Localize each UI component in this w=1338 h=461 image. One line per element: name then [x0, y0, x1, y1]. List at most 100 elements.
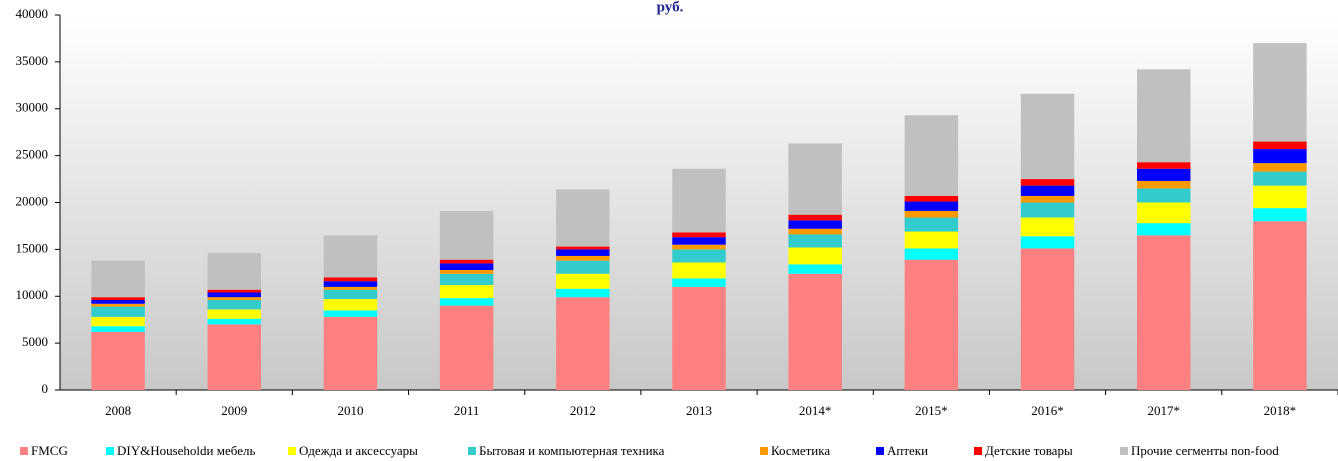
bar-segment [207, 297, 261, 300]
bar-segment [439, 298, 494, 306]
legend-swatch [974, 447, 982, 455]
bar-segment [91, 303, 145, 307]
bar-segment [207, 300, 261, 310]
x-tick-label: 2015* [915, 403, 948, 418]
bar-segment [1020, 93, 1075, 180]
bar-segment [1137, 223, 1191, 236]
bar-segment [1137, 69, 1191, 163]
bar-segment [1137, 162, 1191, 169]
bar-segment [323, 281, 378, 287]
bar-segment [91, 260, 145, 298]
bar-segment [1020, 202, 1075, 218]
legend-swatch [468, 447, 476, 455]
bar-segment [207, 318, 261, 325]
bar-segment [207, 292, 261, 298]
legend-swatch [1120, 447, 1128, 455]
bar-segment [439, 263, 494, 270]
bar-segment [788, 264, 842, 274]
bar-segment [439, 305, 494, 390]
legend-swatch [876, 447, 884, 455]
bar-segment [1020, 185, 1075, 196]
bar-segment [1020, 195, 1075, 203]
legend-swatch [288, 447, 296, 455]
bar-segment [439, 210, 494, 260]
bar-segment [672, 249, 726, 263]
bar-segment [556, 260, 610, 274]
bar-segment [788, 143, 842, 215]
bar-segment [672, 237, 726, 245]
y-tick-label: 10000 [16, 287, 49, 302]
y-tick-label: 5000 [22, 334, 48, 349]
legend-swatch [20, 447, 28, 455]
bar-segment [1137, 188, 1191, 203]
x-tick-label: 2014* [799, 403, 832, 418]
x-tick-label: 2013 [686, 403, 712, 418]
bar-segment [1253, 141, 1307, 150]
bar-segment [1253, 185, 1307, 209]
y-tick-label: 30000 [16, 100, 49, 115]
bar-segment [556, 255, 610, 261]
bar-segment [1137, 168, 1191, 181]
bar-segment [904, 115, 959, 196]
bar-segment [91, 326, 145, 332]
bar-segment [672, 232, 726, 238]
bar-segment [323, 299, 378, 311]
bar-segment [439, 273, 494, 285]
bar-segment [439, 259, 494, 264]
bar-segment [788, 228, 842, 235]
bar-segment [207, 324, 261, 390]
bar-segment [1253, 149, 1307, 164]
legend-label: FMCG [31, 443, 68, 458]
bar-segment [207, 289, 261, 293]
y-tick-label: 40000 [16, 6, 49, 21]
bar-segment [788, 273, 842, 390]
bar-segment [556, 297, 610, 390]
y-tick-label: 0 [42, 381, 49, 396]
x-tick-label: 2009 [221, 403, 247, 418]
legend-label: Прочие сегменты non-food [1131, 443, 1279, 458]
bar-segment [323, 277, 378, 282]
bar-segment [1020, 236, 1075, 249]
bar-segment [1020, 217, 1075, 237]
legend-label: Одежда и аксессуары [299, 443, 418, 458]
bar-segment [1253, 221, 1307, 390]
bar-segment [556, 249, 610, 256]
bar-segment [1137, 235, 1191, 390]
bar-segment [1253, 163, 1307, 172]
bar-segment [1020, 248, 1075, 390]
bar-segment [207, 253, 261, 290]
bar-segment [556, 246, 610, 250]
bar-segment [1253, 171, 1307, 186]
bar-segment [91, 297, 145, 300]
bar-segment [556, 288, 610, 298]
bar-segment [1137, 202, 1191, 224]
bar-segment [904, 231, 959, 249]
bar-segment [323, 289, 378, 300]
bar-segment [904, 259, 959, 390]
bar-segment [1137, 180, 1191, 189]
bar-segment [91, 300, 145, 304]
bar-segment [904, 195, 959, 202]
y-tick-label: 35000 [16, 53, 49, 68]
bar-segment [323, 316, 378, 390]
bar-segment [672, 286, 726, 390]
legend-swatch [760, 447, 768, 455]
bar-segment [904, 248, 959, 260]
x-tick-label: 2011 [454, 403, 480, 418]
x-tick-label: 2008 [105, 403, 131, 418]
legend-label: Детские товары [985, 443, 1073, 458]
bar-segment [439, 285, 494, 299]
x-tick-label: 2016* [1031, 403, 1064, 418]
legend-label: DIY&Householdи мебель [117, 443, 255, 458]
bar-segment [788, 220, 842, 229]
bar-segment [1253, 208, 1307, 222]
bar-segment [556, 189, 610, 247]
bar-segment [904, 201, 959, 211]
bar-segment [323, 286, 378, 290]
bar-segment [323, 235, 378, 278]
bar-segment [323, 310, 378, 317]
legend-label: Косметика [771, 443, 830, 458]
x-tick-label: 2017* [1147, 403, 1180, 418]
x-tick-label: 2010 [337, 403, 363, 418]
